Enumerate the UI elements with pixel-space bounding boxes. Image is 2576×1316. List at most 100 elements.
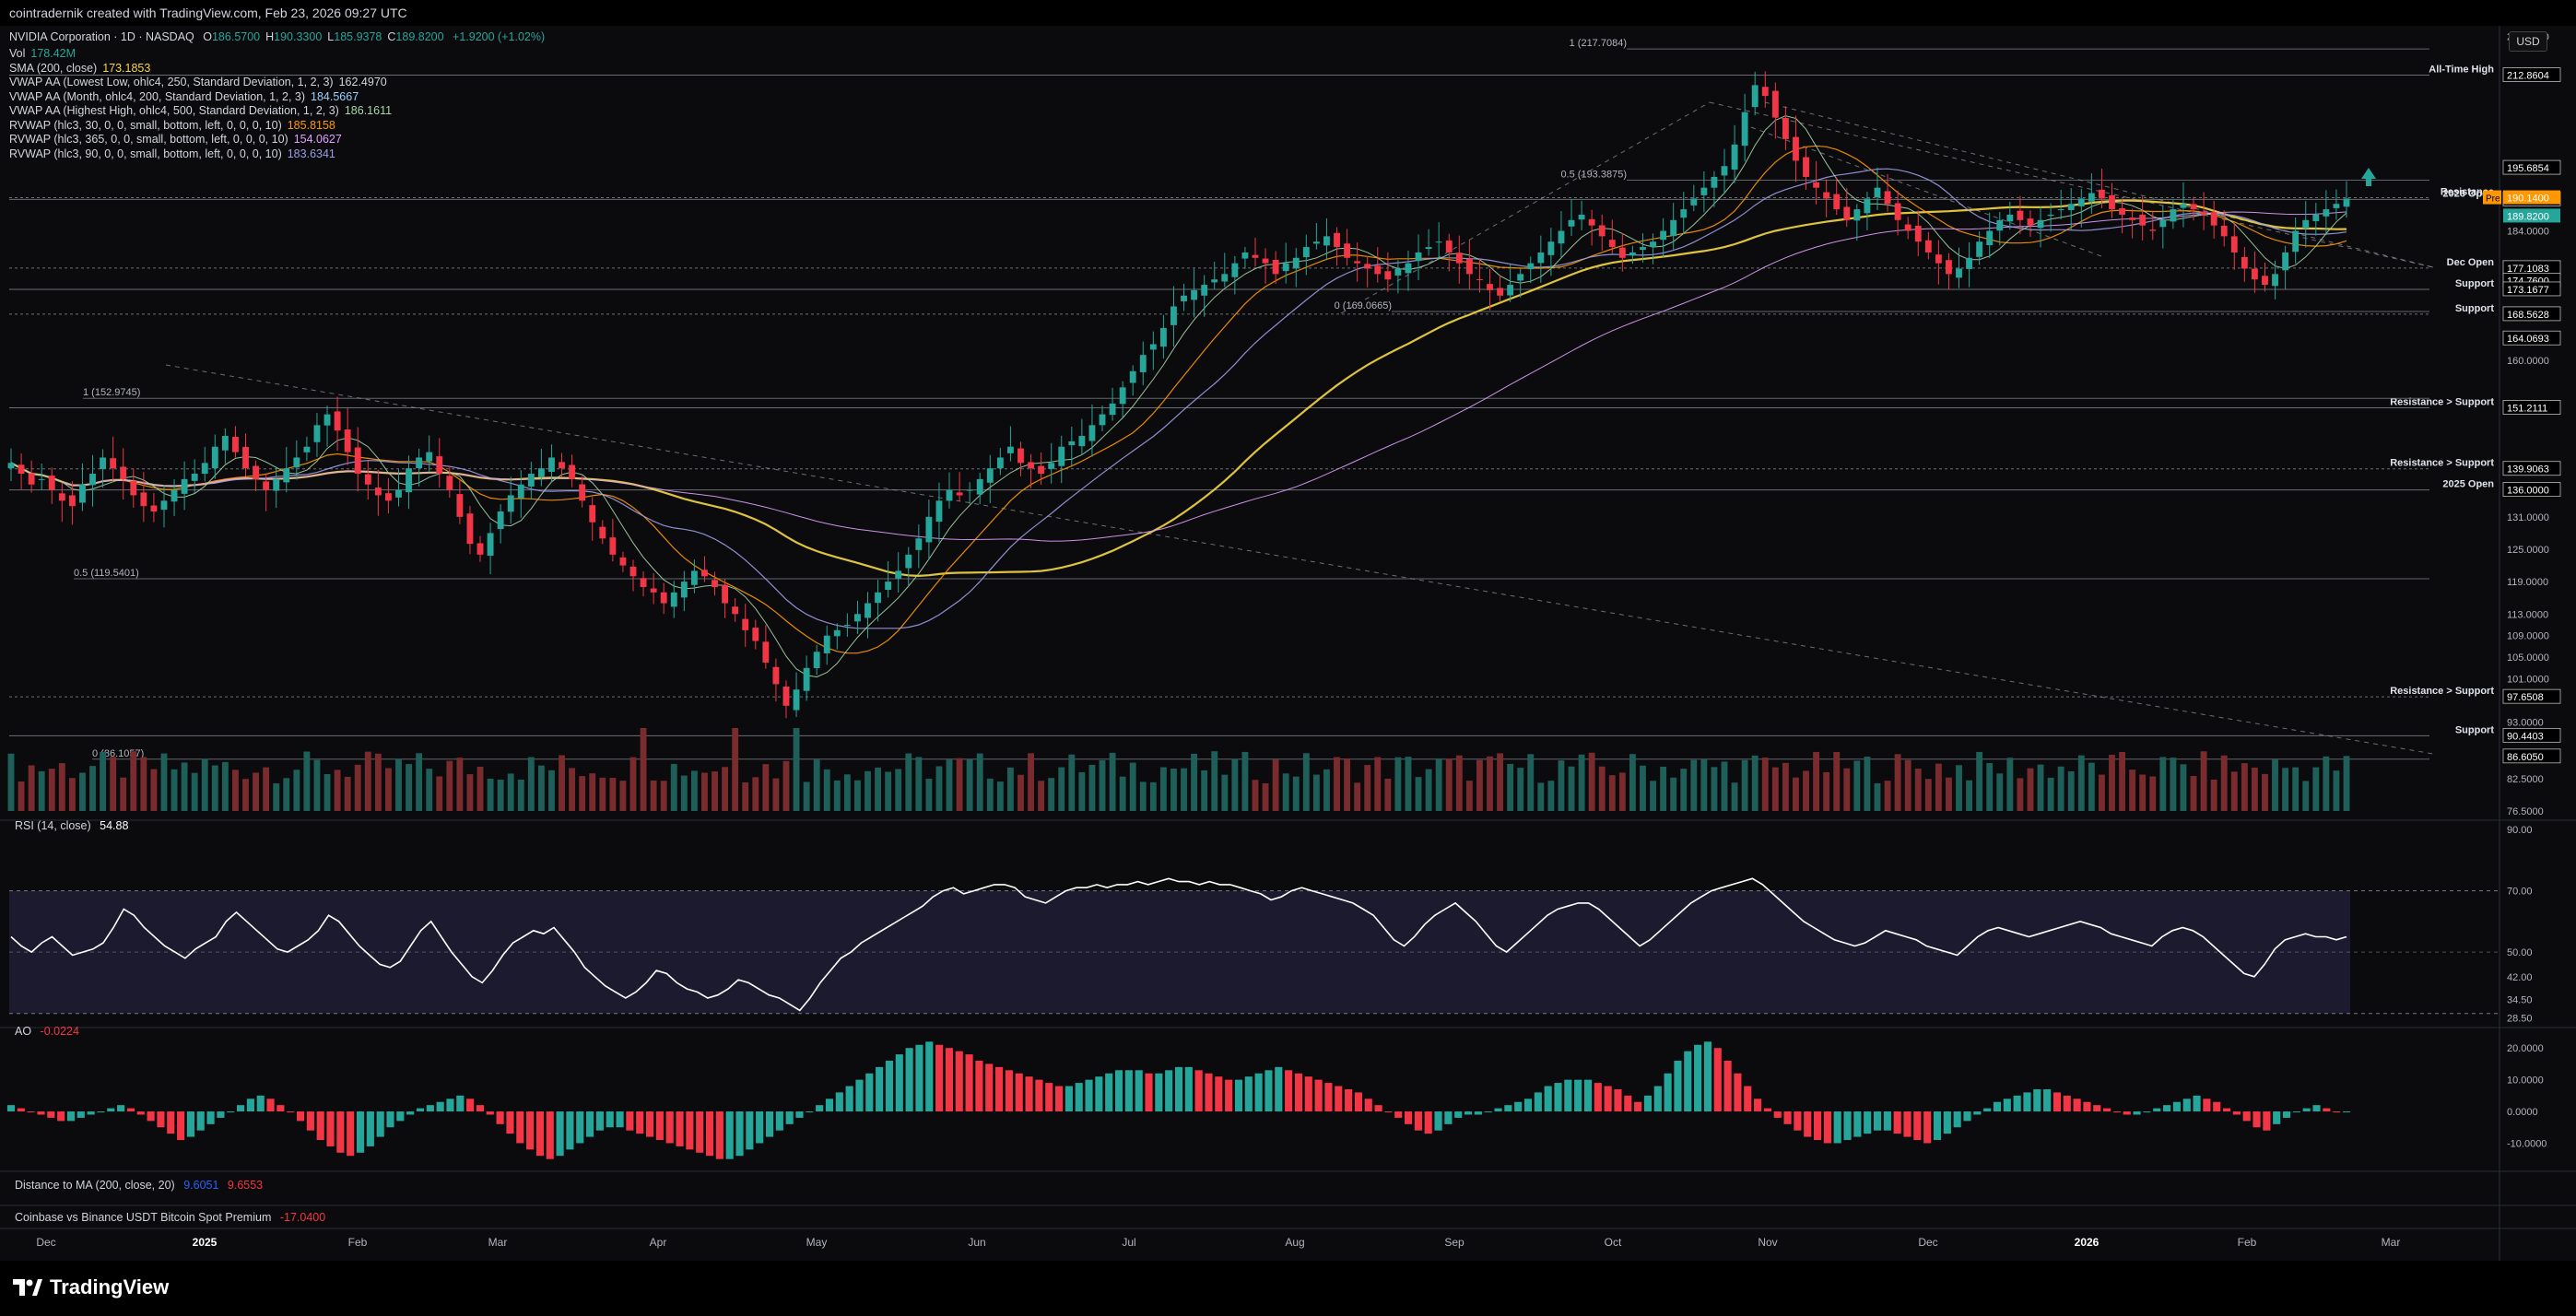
ao-bar	[1893, 1111, 1901, 1134]
candle	[2302, 201, 2310, 248]
ao-bar	[1314, 1079, 1323, 1112]
ao-bar	[2153, 1108, 2161, 1112]
candle-body	[2190, 204, 2197, 210]
ao-bar	[676, 1111, 684, 1146]
level-label: 2026 Open	[2442, 188, 2494, 199]
candle	[609, 519, 617, 562]
price-axis-label: 97.6508	[2507, 692, 2544, 703]
ao-bar	[1903, 1111, 1911, 1137]
ao-bar	[486, 1111, 494, 1115]
ao-bar	[406, 1111, 415, 1115]
ao-bar	[895, 1054, 903, 1112]
volume-bar	[559, 755, 565, 811]
ao-bar	[785, 1111, 794, 1124]
volume-bar	[1884, 781, 1891, 811]
candle	[1302, 234, 1310, 276]
currency-button[interactable]: USD	[2509, 31, 2547, 52]
ao-bar	[2213, 1101, 2221, 1112]
indicator-legend-0[interactable]: Vol 178.42M	[9, 47, 76, 60]
ao-bar	[17, 1108, 25, 1112]
candle	[1241, 247, 1249, 269]
ao-bar	[306, 1111, 314, 1131]
indicator-legend-5[interactable]: RVWAP (hlc3, 30, 0, 0, small, bottom, le…	[9, 119, 335, 132]
volume-bar	[2129, 770, 2136, 811]
volume-bar	[1058, 767, 1065, 811]
candle-body	[1048, 463, 1055, 469]
indicator-legend-7[interactable]: RVWAP (hlc3, 90, 0, 0, small, bottom, le…	[9, 147, 335, 160]
candle-body	[609, 537, 617, 555]
volume-bar	[752, 777, 759, 811]
candle	[2129, 208, 2136, 239]
candle	[925, 499, 933, 560]
candle	[140, 472, 147, 523]
candle	[762, 625, 770, 669]
ao-bar	[616, 1111, 624, 1128]
candle-body	[2230, 236, 2238, 253]
volume-bar	[782, 760, 790, 811]
volume-bar	[1048, 778, 1055, 811]
indicator-legend-4[interactable]: VWAP AA (Highest High, ohlc4, 500, Stand…	[9, 104, 392, 117]
indicator-legend-1[interactable]: SMA (200, close) 173.1853	[9, 62, 150, 75]
volume-bar	[986, 778, 994, 811]
price-axis-background	[2500, 26, 2576, 1261]
volume-bar	[1302, 753, 1310, 811]
rvwap-30-line	[10, 145, 2347, 654]
candle-body	[660, 592, 667, 604]
indicator-legend-3[interactable]: VWAP AA (Month, ohlc4, 200, Standard Dev…	[9, 90, 359, 103]
volume-bar	[1476, 759, 1483, 811]
ao-bar	[1275, 1066, 1283, 1112]
candle	[2262, 263, 2268, 292]
ao-bar	[2003, 1099, 2011, 1112]
candle	[1853, 204, 1861, 241]
ao-bar	[1414, 1111, 1422, 1131]
candle-body	[1364, 264, 1371, 269]
candle-body	[1721, 166, 1728, 176]
volume-bar	[803, 781, 810, 811]
ao-bar	[1833, 1111, 1841, 1144]
candle-body	[344, 429, 351, 452]
candle-body	[2119, 208, 2125, 215]
ao-bar	[1913, 1111, 1922, 1141]
candle	[1384, 252, 1392, 292]
candle	[344, 407, 351, 465]
ao-bar	[2133, 1111, 2141, 1115]
ao-bar	[37, 1111, 45, 1115]
volume-bar	[2047, 777, 2054, 811]
ao-bar	[2312, 1105, 2321, 1112]
ao-bar	[665, 1111, 674, 1144]
volume-bar	[2109, 754, 2115, 811]
ao-bar	[1713, 1048, 1722, 1112]
volume-bar	[2272, 759, 2278, 811]
ao-bar	[1723, 1060, 1732, 1112]
volume-bar	[446, 760, 453, 811]
volume-bar	[89, 766, 96, 811]
candle-body	[497, 511, 504, 530]
volume-bar	[211, 765, 218, 811]
candle	[160, 485, 168, 528]
candle	[1578, 200, 1585, 230]
volume-bar	[1680, 769, 1688, 811]
ao-label: AO	[15, 1025, 32, 1038]
volume-bar	[742, 781, 749, 811]
indicator-legend-2[interactable]: VWAP AA (Lowest Low, ohlc4, 250, Standar…	[9, 76, 387, 88]
price-tag-box	[2502, 306, 2561, 322]
indicator-legend-6[interactable]: RVWAP (hlc3, 365, 0, 0, small, bottom, l…	[9, 133, 342, 146]
candle-body	[640, 578, 647, 587]
price-tag-box	[2502, 748, 2561, 764]
candle	[1813, 160, 1820, 205]
ao-bar	[1304, 1076, 1312, 1112]
level-label: Resistance > Support	[2390, 686, 2494, 697]
candle-body	[2323, 209, 2330, 217]
ao-bar	[1634, 1101, 1642, 1112]
candle	[2149, 211, 2157, 241]
rsi-axis-label: 70.00	[2507, 887, 2533, 898]
volume-bar	[1813, 751, 1820, 811]
ao-bar	[1813, 1111, 1822, 1141]
volume-bar	[1088, 764, 1096, 811]
candle-body	[1384, 271, 1392, 280]
candle	[466, 505, 474, 555]
volume-bar	[2077, 755, 2085, 811]
volume-bar	[793, 728, 800, 811]
volume-bar	[1904, 759, 1911, 811]
